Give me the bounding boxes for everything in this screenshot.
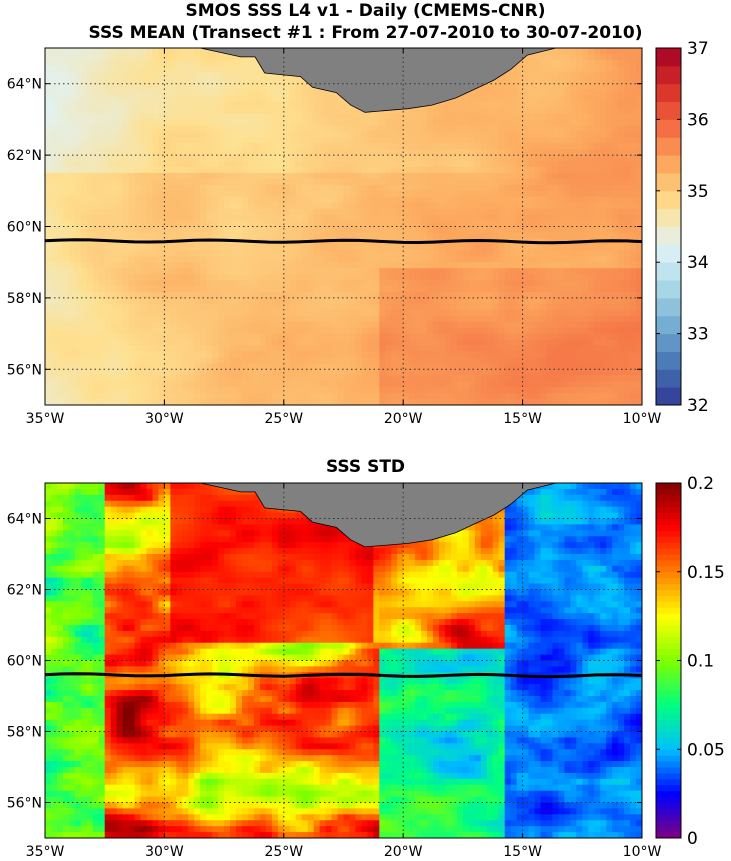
std-map: 35°W 30°W 25°W 20°W 15°W 10°W 56°N 58°N 60°N 62°N…: [7, 474, 725, 860]
x-tick-label: 15°W: [503, 411, 542, 427]
x-tick-label: 35°W: [26, 844, 65, 860]
colorbar-tick-label: 35: [687, 182, 709, 202]
colorbar-tick-label: 37: [687, 39, 709, 59]
y-tick-label: 60°N: [7, 654, 42, 670]
colorbar-tick-label: 0.15: [687, 563, 725, 583]
x-tick-label: 30°W: [145, 411, 184, 427]
colorbar-tick-label: 32: [687, 396, 709, 416]
x-tick-label: 20°W: [384, 844, 423, 860]
bottom-chart-title: SSS STD: [325, 457, 406, 477]
colorbar-tick-label: 36: [687, 110, 709, 130]
x-tick-label: 15°W: [503, 844, 542, 860]
colorbar-tick-label: 33: [687, 325, 709, 345]
iceland-landmass: [200, 48, 557, 113]
mean-map: 35°W 30°W 25°W 20°W 15°W 10°W 56°N 58°N 60°N 62°N…: [7, 39, 709, 427]
y-tick-label: 58°N: [7, 291, 42, 307]
sss-field: [45, 483, 642, 838]
x-tick-label: 10°W: [623, 844, 662, 860]
x-tick-label: 10°W: [623, 411, 662, 427]
x-tick-label: 35°W: [26, 411, 65, 427]
y-tick-label: 64°N: [7, 77, 42, 93]
colorbar-tick-label: 0.2: [687, 474, 714, 494]
top-chart-title: SMOS SSS L4 v1 - Daily (CMEMS-CNR): [185, 1, 546, 21]
y-tick-label: 62°N: [7, 583, 42, 599]
y-tick-label: 56°N: [7, 796, 42, 812]
colorbar-tick-label: 0: [687, 829, 698, 849]
transect-line: [44, 672, 643, 679]
x-tick-label: 25°W: [264, 844, 303, 860]
colorbar: 32 33 34 35 36 37: [655, 39, 709, 416]
colorbar-tick-label: 34: [687, 253, 709, 273]
grid-lines: [45, 483, 642, 838]
y-tick-label: 64°N: [7, 512, 42, 528]
y-tick-label: 62°N: [7, 148, 42, 164]
transect-line: [44, 238, 643, 245]
x-tick-label: 25°W: [264, 411, 303, 427]
x-tick-label: 20°W: [384, 411, 423, 427]
top-chart-subtitle: SSS MEAN (Transect #1 : From 27-07-2010 …: [88, 23, 643, 43]
colorbar-tick-label: 0.05: [687, 740, 725, 760]
grid-lines: [45, 48, 642, 405]
y-tick-label: 56°N: [7, 362, 42, 378]
y-tick-label: 60°N: [7, 220, 42, 236]
iceland-landmass: [200, 483, 557, 548]
x-tick-label: 30°W: [145, 844, 184, 860]
colorbar-tick-label: 0.1: [687, 652, 714, 672]
y-tick-label: 58°N: [7, 725, 42, 741]
colorbar: 0 0.05 0.1 0.15 0.2: [655, 474, 725, 849]
sss-field: [45, 48, 642, 405]
